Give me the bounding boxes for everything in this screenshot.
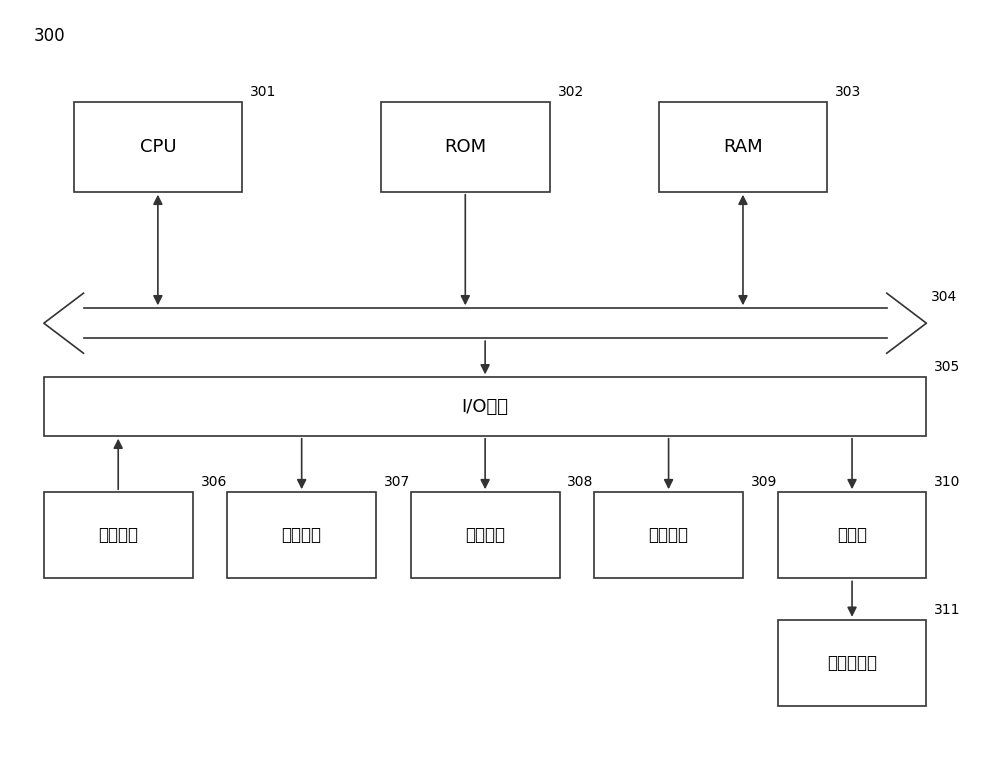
Text: CPU: CPU xyxy=(140,138,176,156)
Bar xyxy=(411,492,560,578)
Text: 通信部分: 通信部分 xyxy=(649,526,689,544)
Bar xyxy=(74,102,242,192)
Text: 305: 305 xyxy=(934,361,961,374)
Text: 驱动器: 驱动器 xyxy=(837,526,867,544)
Text: 302: 302 xyxy=(558,85,584,99)
Text: 309: 309 xyxy=(751,475,777,489)
Text: 301: 301 xyxy=(250,85,276,99)
Bar xyxy=(44,492,193,578)
Text: 310: 310 xyxy=(934,475,961,489)
Text: 306: 306 xyxy=(201,475,227,489)
Text: 308: 308 xyxy=(567,475,594,489)
Text: 311: 311 xyxy=(934,603,961,617)
Bar xyxy=(227,492,376,578)
Bar xyxy=(594,492,743,578)
Text: 300: 300 xyxy=(34,27,66,45)
Bar xyxy=(659,102,827,192)
Text: 307: 307 xyxy=(384,475,410,489)
Text: ROM: ROM xyxy=(444,138,486,156)
Bar xyxy=(44,377,926,436)
Text: 输出部分: 输出部分 xyxy=(282,526,322,544)
Text: 可拆卸介质: 可拆卸介质 xyxy=(827,653,877,672)
Bar xyxy=(381,102,550,192)
Text: 303: 303 xyxy=(835,85,861,99)
Text: 输入部分: 输入部分 xyxy=(98,526,138,544)
Bar xyxy=(778,619,926,706)
Bar xyxy=(778,492,926,578)
Text: 304: 304 xyxy=(931,291,958,304)
Text: RAM: RAM xyxy=(723,138,763,156)
Text: I/O接口: I/O接口 xyxy=(462,398,509,415)
Text: 存储部劆: 存储部劆 xyxy=(465,526,505,544)
